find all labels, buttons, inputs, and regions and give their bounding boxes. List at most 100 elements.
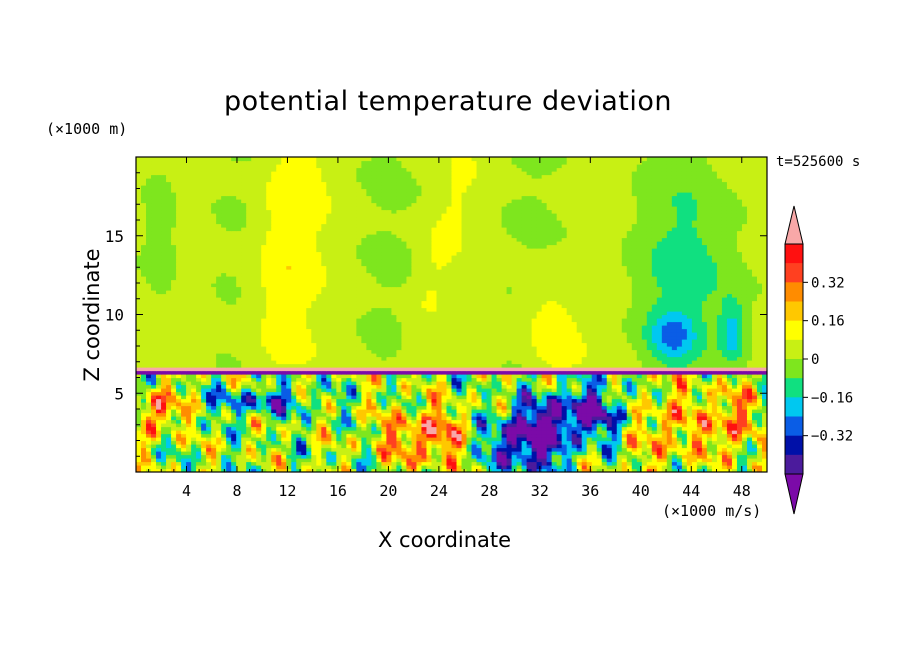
field-cell xyxy=(526,342,533,347)
field-cell xyxy=(761,377,767,382)
field-cell xyxy=(351,356,357,361)
field-cell xyxy=(396,412,403,417)
field-cell xyxy=(176,374,182,379)
field-cell xyxy=(451,416,458,421)
field-cell xyxy=(196,423,202,428)
field-cell xyxy=(361,409,367,414)
field-cell xyxy=(326,398,332,403)
field-cell xyxy=(236,454,242,459)
field-cell xyxy=(736,447,743,452)
field-cell xyxy=(596,353,603,358)
field-cell xyxy=(541,349,548,354)
field-cell xyxy=(191,363,197,368)
field-cell xyxy=(301,416,307,421)
field-cell xyxy=(671,440,678,445)
field-cell xyxy=(686,409,693,414)
field-cell xyxy=(496,342,503,347)
field-cell xyxy=(421,356,428,361)
field-cell xyxy=(181,349,187,354)
field-cell xyxy=(461,405,468,410)
field-cell xyxy=(191,433,197,438)
field-cell xyxy=(681,451,688,456)
field-cell xyxy=(326,360,332,365)
field-cell xyxy=(276,426,282,431)
field-cell xyxy=(286,356,292,361)
field-cell xyxy=(586,409,593,414)
field-cell xyxy=(551,416,558,421)
field-cell xyxy=(616,388,623,393)
field-cell xyxy=(596,395,603,400)
field-cell xyxy=(471,412,478,417)
field-cell xyxy=(581,468,588,472)
field-cell xyxy=(406,433,413,438)
field-cell xyxy=(566,370,573,375)
field-cell xyxy=(321,440,327,445)
field-cell xyxy=(176,360,182,365)
field-cell xyxy=(321,405,327,410)
field-cell xyxy=(681,402,688,407)
field-cell xyxy=(326,409,332,414)
field-cell xyxy=(711,409,718,414)
field-cell xyxy=(541,398,548,403)
field-cell xyxy=(646,426,653,431)
field-cell xyxy=(241,409,247,414)
field-cell xyxy=(501,377,508,382)
field-cell xyxy=(226,423,232,428)
field-cell xyxy=(211,349,217,354)
field-cell xyxy=(486,388,493,393)
field-cell xyxy=(271,360,277,365)
field-cell xyxy=(316,465,322,470)
field-cell xyxy=(381,416,387,421)
field-cell xyxy=(741,444,748,449)
field-cell xyxy=(471,349,478,354)
field-cell xyxy=(401,332,408,337)
field-cell xyxy=(676,430,683,435)
field-cell xyxy=(416,388,423,393)
field-cell xyxy=(286,395,292,400)
field-cell xyxy=(606,412,613,417)
field-cell xyxy=(156,342,162,347)
field-cell xyxy=(376,412,382,417)
field-cell xyxy=(696,409,703,414)
field-cell xyxy=(156,395,162,400)
field-cell xyxy=(286,440,292,445)
field-cell xyxy=(361,440,367,445)
field-cell xyxy=(656,461,663,466)
field-cell xyxy=(421,367,428,372)
field-cell xyxy=(466,360,473,365)
field-cell xyxy=(341,349,347,354)
field-cell xyxy=(656,454,663,459)
field-cell xyxy=(736,395,743,400)
field-cell xyxy=(736,444,743,449)
field-cell xyxy=(376,426,382,431)
field-cell xyxy=(141,349,147,354)
field-cell xyxy=(376,367,382,372)
field-cell xyxy=(281,342,287,347)
field-cell xyxy=(716,444,723,449)
field-cell xyxy=(416,412,423,417)
field-cell xyxy=(536,419,543,424)
field-cell xyxy=(596,409,603,414)
field-cell xyxy=(456,395,463,400)
field-cell xyxy=(611,356,618,361)
field-cell xyxy=(441,384,448,389)
field-cell xyxy=(596,426,603,431)
field-cell xyxy=(366,451,372,456)
field-cell xyxy=(291,332,297,337)
field-cell xyxy=(506,423,513,428)
field-cell xyxy=(726,384,733,389)
field-cell xyxy=(576,412,583,417)
field-cell xyxy=(406,349,413,354)
field-cell xyxy=(686,405,693,410)
field-cell xyxy=(136,409,142,414)
field-cell xyxy=(731,405,738,410)
field-cell xyxy=(541,353,548,358)
field-cell xyxy=(586,461,593,466)
field-cell xyxy=(386,356,393,361)
field-cell xyxy=(271,332,277,337)
field-cell xyxy=(421,412,428,417)
field-cell xyxy=(251,433,257,438)
field-cell xyxy=(706,360,713,365)
field-cell xyxy=(606,423,613,428)
field-cell xyxy=(611,444,618,449)
